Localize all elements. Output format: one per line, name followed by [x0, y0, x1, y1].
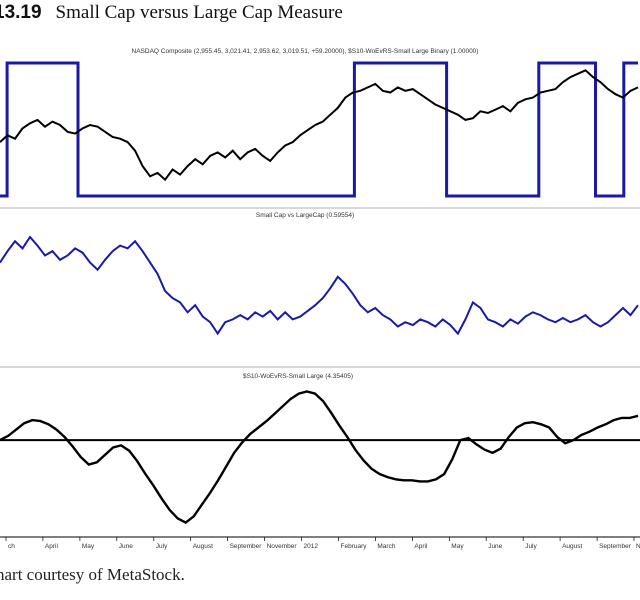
figure-title-text: Small Cap versus Large Cap Measure — [55, 2, 343, 23]
x-axis-label: November — [267, 543, 298, 550]
x-axis-label: June — [488, 543, 502, 550]
ratio-panel: Small Cap vs LargeCap (0.59554) — [0, 212, 639, 336]
x-axis-label: ch — [8, 543, 15, 550]
x-axis-label: July — [525, 543, 537, 550]
x-axis-label: April — [414, 543, 428, 550]
oscillator-panel: $S10-WoEvRS-Small Large (4.35405) — [0, 373, 640, 525]
metastock-chart: NASDAQ Composite (2,955.45, 3,021.41, 2,… — [0, 48, 640, 550]
x-axis-label: August — [193, 543, 213, 550]
x-axis-label: March — [377, 543, 395, 550]
x-axis-label: September — [599, 543, 632, 550]
x-axis-label: May — [82, 543, 95, 550]
chart-credit: hart courtesy of MetaStock. — [0, 565, 185, 584]
x-axis-labels: ch April May June July August September Novembe… — [5, 537, 640, 550]
x-axis-label: April — [45, 543, 59, 550]
x-axis: ch April May June July August September Novembe… — [0, 536, 640, 550]
x-axis-label: May — [451, 543, 464, 550]
ratio-line — [0, 235, 639, 336]
figure-number: 13.19 — [0, 2, 42, 23]
x-axis-label: July — [156, 543, 168, 550]
x-axis-label: September — [230, 543, 263, 550]
x-axis-label: August — [562, 543, 582, 550]
figure-title: 13.19 Small Cap versus Large Cap Measure — [0, 2, 343, 24]
binary-line — [0, 61, 638, 198]
oscillator-panel-title: $S10-WoEvRS-Small Large (4.35405) — [243, 373, 353, 380]
price-panel: NASDAQ Composite (2,955.45, 3,021.41, 2,… — [0, 48, 639, 198]
ratio-panel-title: Small Cap vs LargeCap (0.59554) — [256, 212, 354, 219]
x-axis-label: February — [341, 543, 368, 550]
nasdaq-line — [0, 69, 639, 182]
x-axis-label: June — [119, 543, 133, 550]
x-axis-label: 2012 — [304, 543, 319, 550]
price-panel-title: NASDAQ Composite (2,955.45, 3,021.41, 2,… — [132, 48, 479, 55]
x-axis-label: November — [636, 543, 640, 550]
oscillator-line — [0, 390, 639, 525]
